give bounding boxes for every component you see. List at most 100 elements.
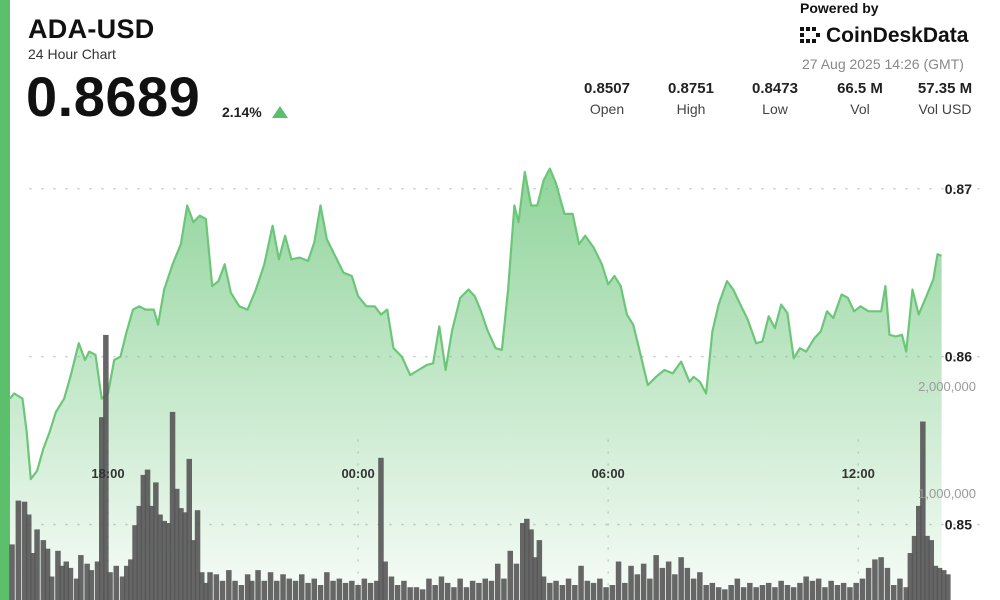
price-tick-label: 0.85 [945, 516, 972, 532]
powered-by-label: Powered by [800, 0, 879, 16]
volume-bar [378, 457, 384, 600]
volume-bar [547, 582, 553, 600]
stat-low-value: 0.8473 [752, 80, 798, 97]
volume-bar [920, 421, 926, 600]
volume-bar [911, 535, 918, 600]
volume-bar [697, 572, 703, 600]
brand-name: CoinDeskData [826, 24, 969, 47]
volume-bar [520, 523, 526, 600]
volume-bar [15, 500, 22, 600]
volume-bar [432, 585, 438, 600]
volume-bar [463, 587, 470, 600]
volume-bar [103, 334, 109, 600]
current-price: 0.8689 [26, 65, 201, 128]
volume-bar [945, 574, 951, 600]
volume-bar [513, 563, 520, 600]
volume-bar [597, 578, 603, 600]
volume-bar [897, 578, 903, 600]
stat-vol-usd: 57.35 M Vol USD [900, 80, 990, 117]
volume-bar [113, 565, 119, 600]
volume-bar [822, 587, 828, 600]
volume-bar [872, 559, 878, 600]
volume-bar [809, 580, 816, 600]
pair-title: ADA-USD [28, 14, 155, 44]
volume-bar [532, 557, 538, 600]
stat-high-label: High [676, 101, 706, 117]
volume-bar [292, 580, 299, 600]
volume-bar [63, 561, 69, 600]
volume-bar [891, 585, 897, 600]
volume-bar [753, 587, 759, 600]
volume-bar [324, 572, 330, 600]
volume-bar [407, 587, 413, 600]
volume-bar [382, 561, 388, 600]
volume-bar [759, 585, 766, 600]
volume-bar [647, 578, 653, 600]
volume-bar [476, 582, 482, 600]
volume-bar [336, 578, 343, 600]
time-tick-label: 18:00 [91, 466, 124, 481]
volume-bar [311, 578, 317, 600]
volume-bar [640, 563, 647, 600]
volume-bar [507, 550, 513, 600]
volume-bar [553, 580, 559, 600]
volume-bar [740, 587, 747, 600]
volume-bar [426, 578, 432, 600]
volume-bar [355, 585, 361, 600]
volume-bar [565, 578, 572, 600]
volume-bar [374, 580, 380, 600]
volume-bar [469, 580, 476, 600]
volume-bar [67, 567, 74, 600]
volume-bar [559, 585, 566, 600]
stat-low-label: Low [762, 101, 788, 117]
stat-low: 0.8473 Low [730, 80, 820, 117]
volume-bar [73, 578, 80, 600]
volume-bar [840, 582, 847, 600]
stat-open: 0.8507 Open [562, 80, 652, 117]
volume-bar [834, 585, 841, 600]
volume-bar [59, 565, 65, 600]
volume-bar [653, 555, 659, 600]
stat-vol-value: 66.5 M [837, 80, 883, 97]
volume-bar [609, 585, 616, 600]
volume-bar [219, 580, 226, 600]
price-area [10, 168, 942, 600]
volume-bar [401, 580, 407, 600]
volume-bar [584, 580, 591, 600]
volume-bar [528, 529, 534, 600]
volume-bar [274, 580, 280, 600]
volume-bar [709, 582, 716, 600]
volume-bar [203, 582, 209, 600]
price-change: 2.14% [222, 104, 288, 120]
volume-bar [178, 508, 184, 600]
volume-bar [361, 578, 368, 600]
volume-bar [615, 561, 622, 600]
stat-open-value: 0.8507 [584, 80, 630, 97]
volume-bar [784, 585, 791, 600]
volume-bar [394, 585, 401, 600]
volume-bar [859, 578, 866, 600]
volume-bar [572, 585, 578, 600]
volume-bar [21, 501, 28, 600]
stat-vol-usd-label: Vol USD [918, 101, 972, 117]
volume-bar [342, 582, 349, 600]
volume-bar [936, 567, 943, 600]
volume-bar [26, 514, 32, 600]
volume-bar [684, 567, 691, 600]
volume-bar [536, 540, 543, 600]
volume-bar [165, 523, 172, 600]
volume-bar [124, 565, 130, 600]
volume-bar [853, 582, 859, 600]
volume-bar [932, 565, 939, 600]
volume-bar [144, 469, 151, 600]
volume-bar [55, 550, 61, 600]
volume-bar [413, 587, 420, 600]
volume-bar [622, 582, 628, 600]
volume-bar [482, 578, 488, 600]
volume-bar [847, 587, 853, 600]
volume-bar [153, 482, 159, 600]
volume-bar [715, 587, 722, 600]
volume-bar [488, 580, 495, 600]
volume-tick-label: 1,000,000 [918, 486, 976, 501]
